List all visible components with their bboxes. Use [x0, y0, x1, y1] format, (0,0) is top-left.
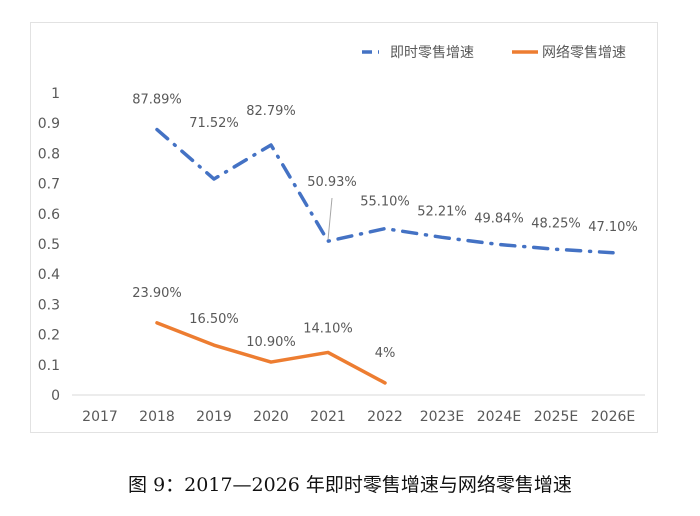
x-tick-label: 2022	[367, 409, 403, 425]
data-label: 71.52%	[189, 116, 239, 131]
data-label: 23.90%	[132, 286, 182, 301]
data-label: 48.25%	[531, 216, 581, 231]
data-label: 49.84%	[474, 211, 524, 226]
data-label: 82.79%	[246, 104, 296, 119]
y-tick-label: 0	[51, 388, 60, 404]
data-label: 47.10%	[588, 220, 638, 235]
x-tick-label: 2023E	[420, 409, 464, 425]
x-tick-label: 2019	[196, 409, 232, 425]
y-tick-label: 0.5	[38, 237, 60, 253]
y-tick-label: 0.4	[38, 267, 60, 283]
data-label: 16.50%	[189, 312, 239, 327]
data-label: 50.93%	[307, 175, 357, 190]
x-tick-label: 2018	[139, 409, 175, 425]
x-tick-label: 2025E	[534, 409, 578, 425]
y-tick-label: 0.6	[38, 207, 60, 223]
x-tick-label: 2021	[310, 409, 346, 425]
legend-label-1: 即时零售增速	[390, 45, 474, 61]
data-label: 52.21%	[417, 204, 467, 219]
data-label: 14.10%	[303, 321, 353, 336]
y-tick-label: 0.7	[38, 177, 60, 193]
y-tick-label: 0.2	[38, 328, 60, 344]
x-tick-label: 2017	[82, 409, 118, 425]
y-tick-label: 0.9	[38, 116, 60, 132]
line-chart: 0 0.1 0.2 0.3 0.4 0.5 0.6 0.7 0.8 0.9 1 2017 2018 201…	[38, 45, 645, 425]
y-tick-label: 0.8	[38, 146, 60, 162]
data-label: 10.90%	[246, 335, 296, 350]
figure-caption: 图 9：2017—2026 年即时零售增速与网络零售增速	[128, 474, 572, 496]
legend-label-2: 网络零售增速	[542, 45, 626, 61]
series-line-1	[155, 127, 615, 255]
y-tick-label: 0.3	[38, 297, 60, 313]
data-label: 4%	[375, 346, 396, 361]
data-label-leader-line	[327, 197, 333, 241]
y-tick-label: 1	[51, 86, 60, 102]
data-label: 55.10%	[360, 195, 410, 210]
y-tick-label: 0.1	[38, 358, 60, 374]
chart-frame	[30, 22, 658, 433]
x-tick-label: 2024E	[477, 409, 521, 425]
x-tick-label: 2026E	[591, 409, 635, 425]
data-label: 87.89%	[132, 93, 182, 108]
x-tick-label: 2020	[253, 409, 289, 425]
